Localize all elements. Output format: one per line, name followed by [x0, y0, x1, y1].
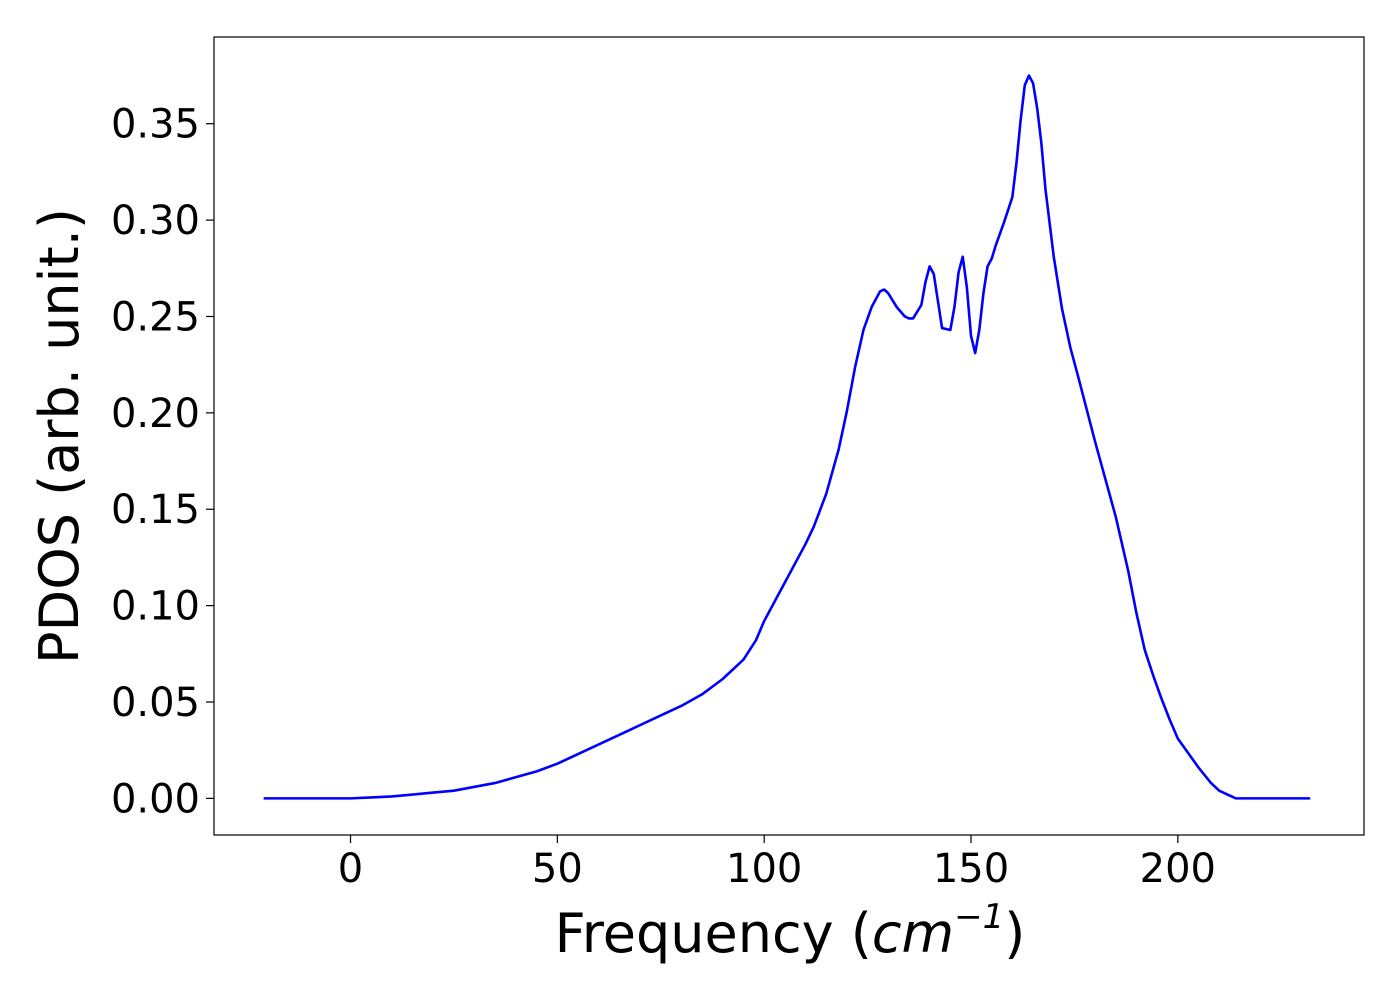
- series-line-0: [263, 74, 1311, 800]
- y-tick-label: 0.20: [111, 391, 200, 437]
- x-tick-label: 100: [726, 846, 802, 892]
- x-axis-label: Frequency (cm−1): [555, 897, 1026, 965]
- x-axis-label-unit-exponent: −1: [954, 897, 1004, 937]
- x-tick-label: 0: [338, 846, 363, 892]
- y-tick-label: 0.00: [111, 776, 200, 822]
- plot-area: [213, 36, 1365, 836]
- y-axis-ticks: 0.00 0.05 0.10 0.15 0.20 0.25 0.30 0.35: [111, 102, 214, 822]
- y-axis-label: PDOS (arb. unit.): [28, 208, 91, 664]
- x-tick-label: 200: [1140, 846, 1216, 892]
- y-tick-label: 0.05: [111, 680, 200, 726]
- x-tick-label: 150: [933, 846, 1009, 892]
- y-tick-label: 0.15: [111, 487, 200, 533]
- plot-frame: [213, 36, 1365, 836]
- x-axis-label-unit: cm: [872, 902, 954, 965]
- y-tick-label: 0.35: [111, 102, 200, 148]
- x-tick-label: 50: [532, 846, 583, 892]
- y-tick-label: 0.10: [111, 584, 200, 630]
- x-axis-label-prefix: Frequency (: [555, 902, 872, 965]
- y-tick-label: 0.25: [111, 294, 200, 340]
- x-axis-label-suffix: ): [1004, 902, 1025, 965]
- x-axis-ticks: 0 50 100 150 200: [338, 835, 1216, 892]
- y-tick-label: 0.30: [111, 198, 200, 244]
